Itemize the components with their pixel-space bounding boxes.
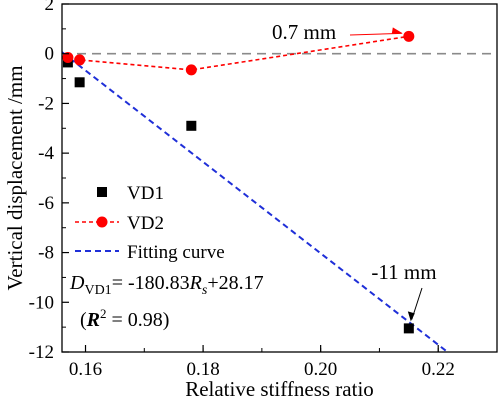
vd2-point [403,30,415,42]
annotation-arrowhead-vd2-max [391,27,403,34]
fit-equation: DVD1= -180.83Rs+28.17 [69,272,264,298]
eq-r: R [189,272,202,294]
vd2-point [62,51,74,63]
x-tick-label: 0.20 [304,359,337,380]
y-tick-label: 2 [45,0,55,15]
legend-label-vd2: VD2 [127,213,164,234]
annotation-arrow-vd2-max [349,32,402,36]
r2-r: R [86,309,100,331]
axis-ticks: 0.16 0.18 0.20 0.22 2 0 -2 -4 -6 -8 -10 -12 [29,0,455,380]
eq-d-sub: VD1 [84,283,111,298]
annotation-label-vd1-min: -11 mm [371,260,436,284]
fitting-curve-line [62,51,448,352]
r2-sup: 2 [100,306,107,321]
y-tick-label: -2 [38,93,54,114]
eq-mid: = -180.83 [112,272,190,294]
y-tick-label: -6 [38,193,54,214]
y-tick-label: 0 [45,44,55,65]
x-tick-label: 0.16 [69,359,102,380]
x-tick-label: 0.18 [186,359,219,380]
x-tick-label: 0.22 [422,359,455,380]
annotation-label-vd2-max: 0.7 mm [272,20,336,44]
eq-tail: +28.17 [207,272,263,294]
vd1-point [186,120,197,131]
r2-value: = 0.98) [107,309,170,331]
r-squared: (R2 = 0.98) [80,306,169,331]
y-tick-label: -4 [38,143,54,164]
eq-d: D [69,272,85,294]
legend-marker-vd1 [97,187,107,197]
vd2-line [67,35,409,71]
y-tick-label: -10 [29,292,54,313]
vd2-point [74,54,86,66]
y-axis-label: Vertical displacement /mm [3,65,27,290]
annotation-arrowhead-vd1-min [407,311,415,322]
legend-label-vd1: VD1 [127,183,164,204]
y-tick-label: -12 [29,342,54,363]
legend-label-fitting: Fitting curve [127,242,225,263]
clipped-series [62,30,448,352]
x-axis-label: Relative stiffness ratio [185,377,374,401]
vd1-point [403,323,414,334]
y-tick-label: -8 [38,243,54,264]
annotations: 0.7 mm -11 mm [272,20,437,322]
vd1-point [74,77,85,88]
vd2-point [185,64,197,76]
legend-marker-vd2 [96,216,108,228]
legend: VD1 VD2 Fitting curve [75,183,225,263]
eq-r-sub: s [202,283,208,298]
series-layer [62,30,448,352]
r2-open: ( [80,309,87,331]
